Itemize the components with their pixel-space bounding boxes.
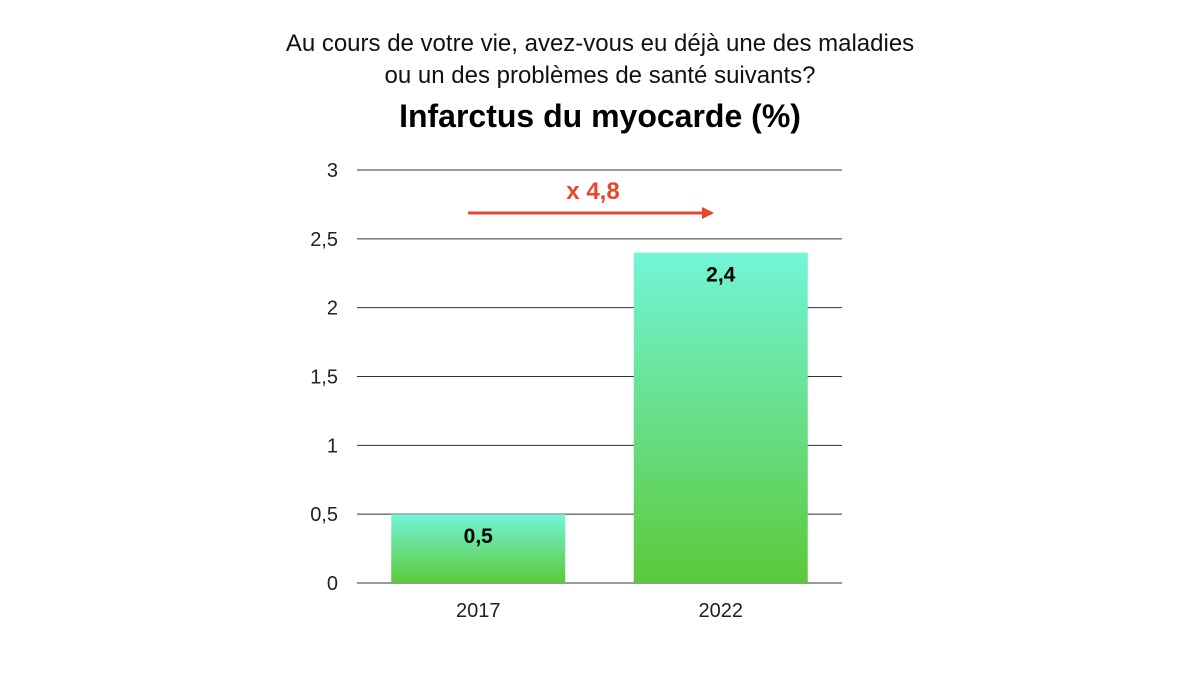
bar-2022 <box>633 252 808 583</box>
bar-value-label: 0,5 <box>464 525 494 548</box>
x-tick-label: 2022 <box>699 600 744 622</box>
x-tick-label: 2017 <box>456 600 501 622</box>
survey-question: Au cours de votre vie, avez-vous eu déjà… <box>0 28 1200 92</box>
survey-question-line-2: ou un des problèmes de santé suivants? <box>384 62 816 89</box>
y-tick-label: 1,5 <box>310 367 338 389</box>
bars <box>391 252 808 583</box>
y-axis-ticks: 0 0,5 1 1,5 2 2,5 3 <box>310 160 338 595</box>
y-tick-label: 0 <box>327 573 338 595</box>
growth-annotation: x 4,8 <box>468 178 714 219</box>
y-tick-label: 0,5 <box>310 504 338 526</box>
y-tick-label: 2,5 <box>310 229 338 251</box>
x-axis-ticks: 2017 2022 <box>456 600 743 622</box>
chart-title: Infarctus du myocarde (%) <box>399 98 801 134</box>
bar-value-label: 2,4 <box>706 264 736 287</box>
growth-factor-label: x 4,8 <box>566 178 619 205</box>
survey-question-line-1: Au cours de votre vie, avez-vous eu déjà… <box>285 30 915 57</box>
y-tick-label: 2 <box>327 298 338 320</box>
y-tick-label: 1 <box>327 435 338 457</box>
bar-2017 <box>391 514 566 583</box>
y-tick-label: 3 <box>327 160 338 182</box>
bar-value-labels: 0,5 2,4 <box>464 264 736 549</box>
